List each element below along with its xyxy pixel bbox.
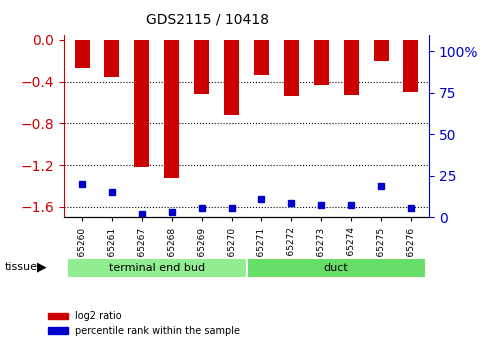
Bar — [135, 40, 149, 167]
Bar — [344, 40, 358, 95]
Bar — [284, 40, 299, 96]
Bar — [374, 40, 388, 61]
Bar — [403, 40, 419, 92]
Bar — [246, 258, 426, 278]
Text: GDS2115 / 10418: GDS2115 / 10418 — [145, 12, 269, 26]
Bar — [194, 40, 209, 94]
Text: duct: duct — [324, 263, 349, 273]
Text: terminal end bud: terminal end bud — [109, 263, 205, 273]
Bar — [105, 40, 119, 77]
Bar — [224, 40, 239, 115]
Legend: log2 ratio, percentile rank within the sample: log2 ratio, percentile rank within the s… — [44, 307, 245, 340]
Bar — [164, 40, 179, 178]
Text: ▶: ▶ — [37, 261, 47, 274]
Bar — [254, 40, 269, 75]
Text: tissue: tissue — [5, 263, 38, 272]
Bar — [74, 40, 90, 68]
Bar — [67, 258, 246, 278]
Bar — [314, 40, 329, 85]
